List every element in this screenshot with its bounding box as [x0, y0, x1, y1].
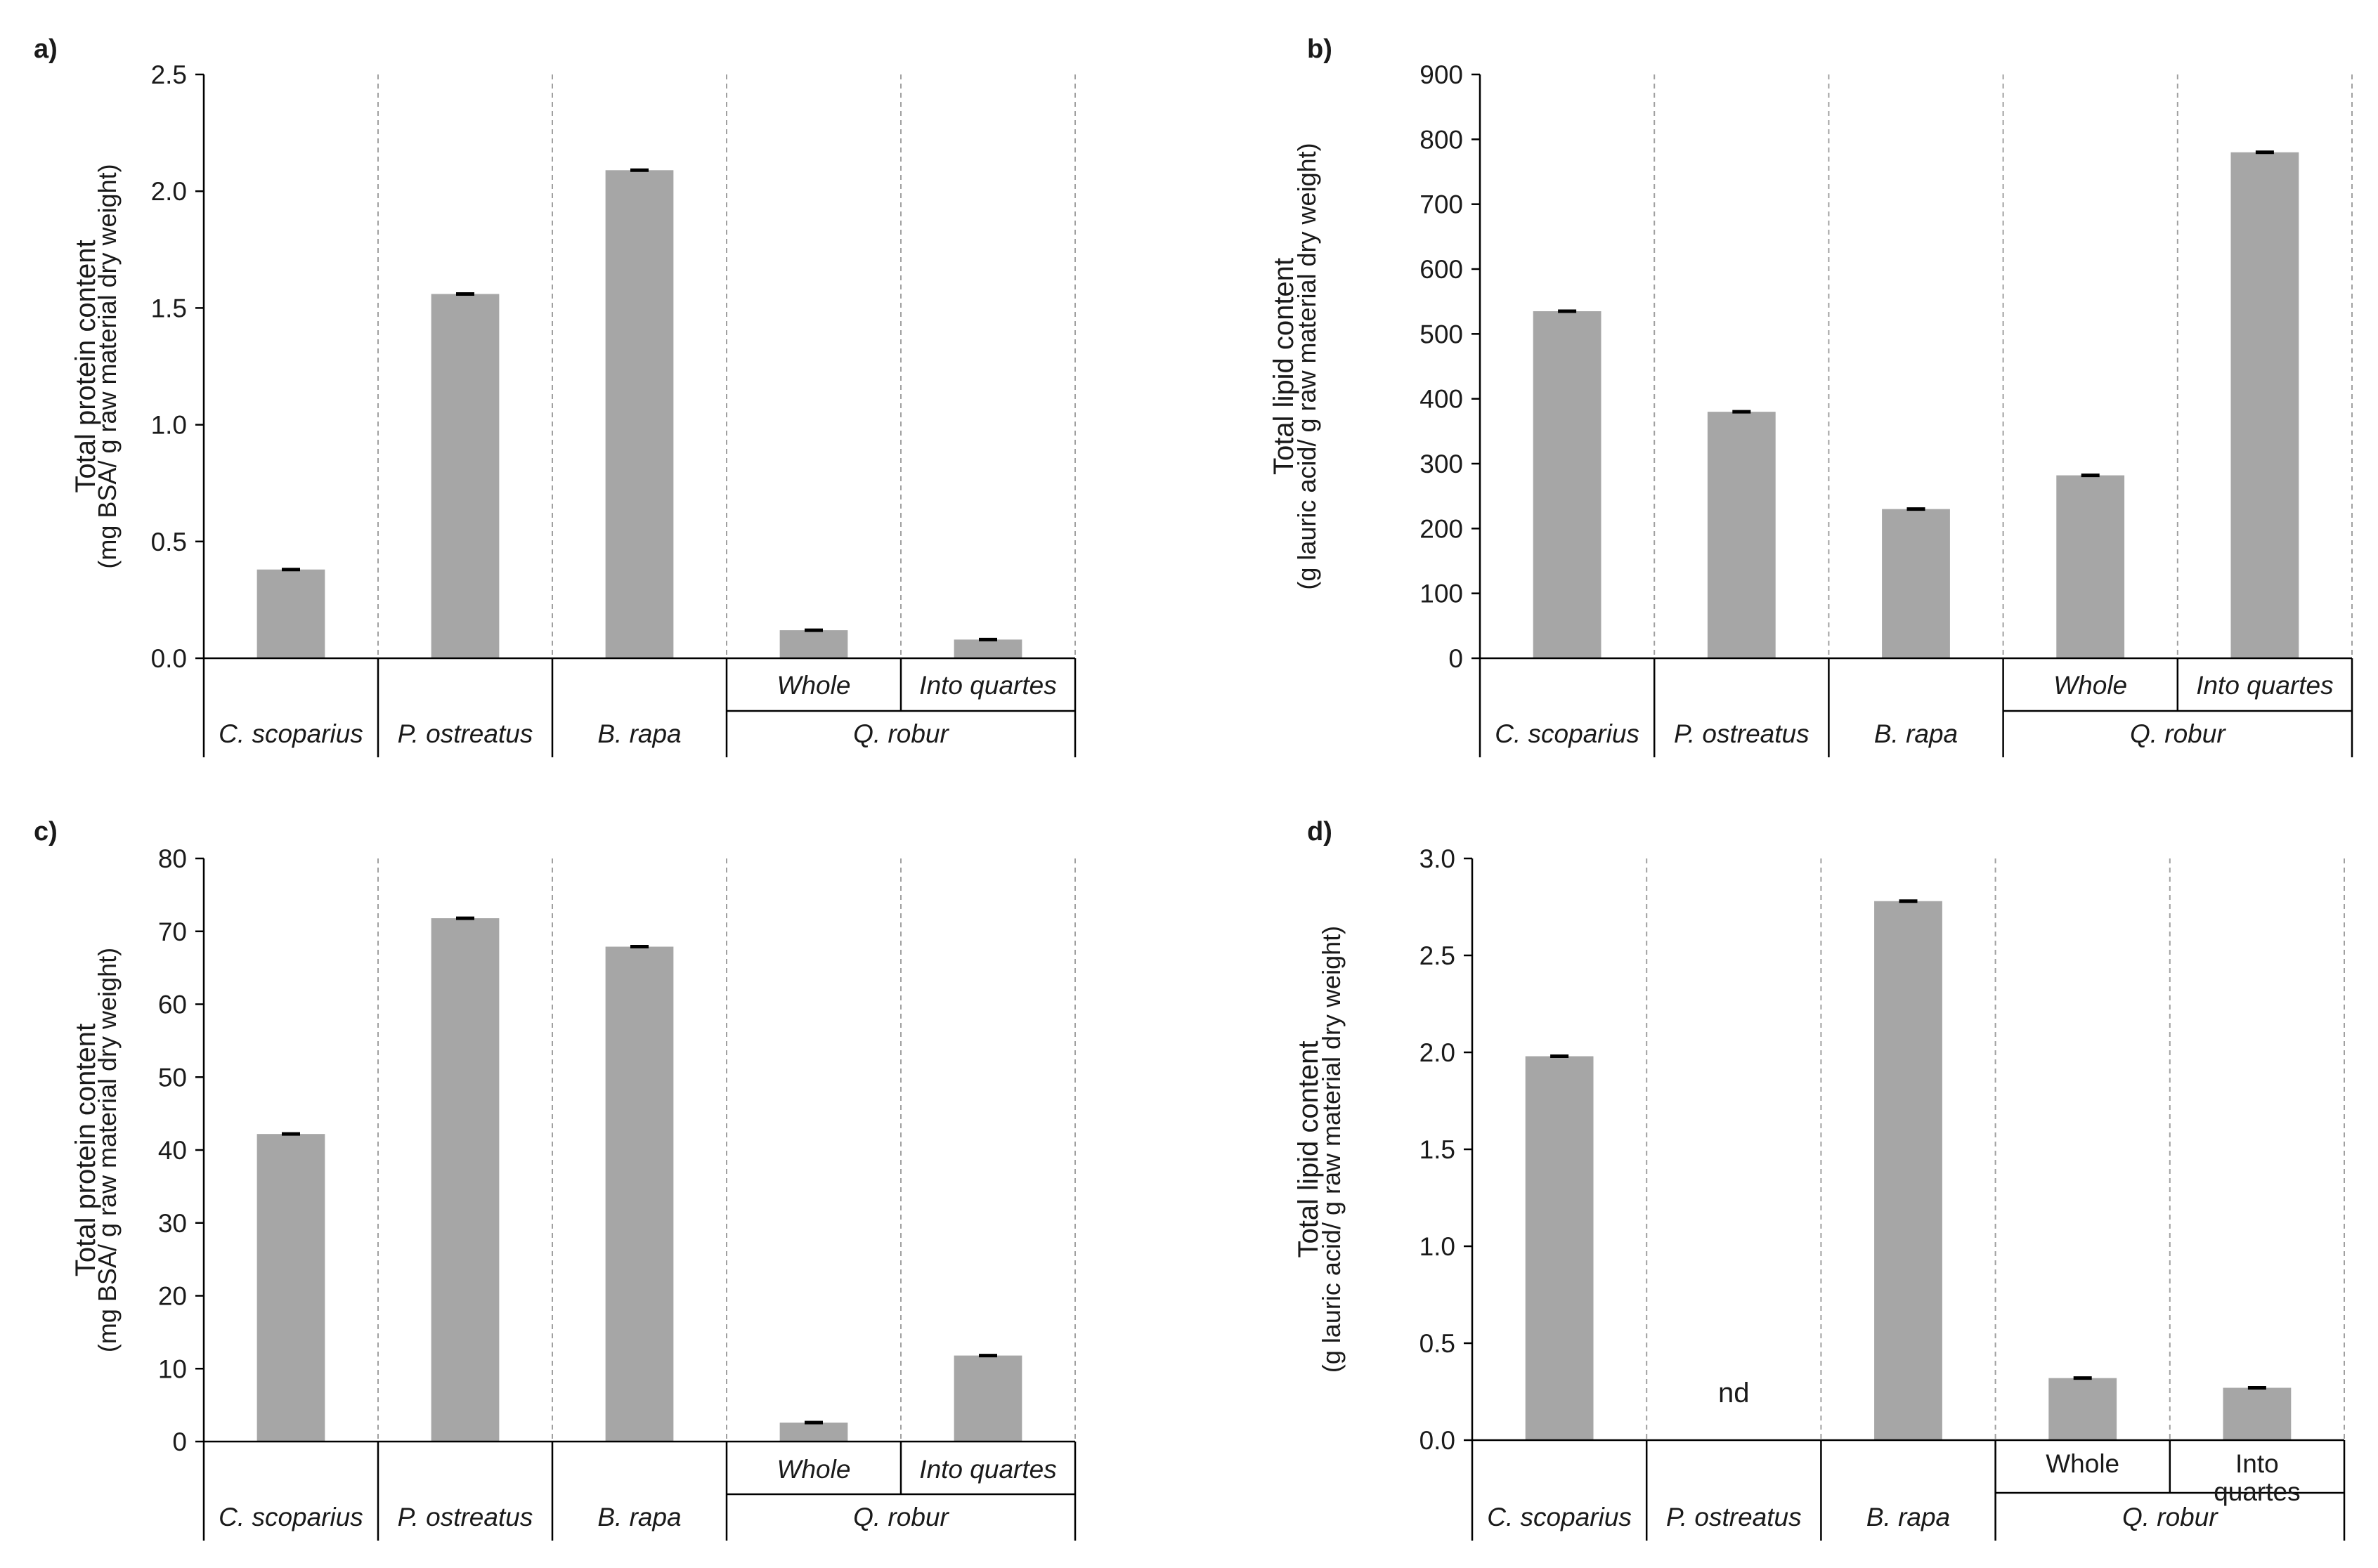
- category-label: P. ostreatus: [398, 719, 533, 748]
- y-tick-label: 1.0: [151, 411, 187, 440]
- subcategory-label: Whole: [777, 1455, 851, 1484]
- y-tick-label: 300: [1419, 450, 1463, 478]
- panel-b: b) 0 100 200 300 400 500 600 700 800 900 Total lipi…: [1268, 34, 2353, 757]
- y-tick-label: 0.0: [1419, 1426, 1455, 1455]
- category-label: P. ostreatus: [1666, 1503, 1802, 1531]
- category-label: C. scoparius: [219, 1503, 363, 1531]
- category-label: B. rapa: [1874, 719, 1958, 748]
- y-tick-label: 1.5: [151, 294, 187, 322]
- bar: [605, 170, 674, 658]
- panel-d: d) 0.0 0.5 1.0 1.5 2.0 2.5 3.0 Total lipid conte…: [1293, 817, 2346, 1541]
- y-tick-label: 2.5: [1419, 941, 1455, 970]
- subcategory-label: quartes: [2214, 1477, 2300, 1506]
- y-tick-label: 400: [1419, 385, 1463, 414]
- bar: [256, 569, 325, 658]
- subcategory-label: Whole: [2046, 1449, 2119, 1478]
- bar: [779, 630, 848, 658]
- y-tick-label: 50: [158, 1063, 187, 1092]
- y-axis-subtitle: (mg BSA/ g raw material dry weight): [93, 948, 122, 1352]
- y-tick-label: 2.5: [151, 60, 187, 89]
- y-tick-label: 900: [1419, 60, 1463, 89]
- panel-label: d): [1307, 817, 1332, 847]
- y-tick-label: 600: [1419, 255, 1463, 284]
- y-tick-label: 20: [158, 1282, 187, 1311]
- y-tick-label: 1.0: [1419, 1232, 1455, 1261]
- bar: [1533, 311, 1601, 658]
- category-label: P. ostreatus: [398, 1503, 533, 1531]
- y-tick-label: 10: [158, 1354, 187, 1383]
- bar: [605, 946, 674, 1442]
- bar: [256, 1134, 325, 1442]
- bar: [1874, 901, 1942, 1440]
- y-tick-label: 40: [158, 1136, 187, 1165]
- bar: [1707, 412, 1776, 658]
- category-label: C. scoparius: [1487, 1503, 1632, 1531]
- bar: [954, 639, 1022, 658]
- category-label: Q. robur: [2122, 1503, 2218, 1531]
- subcategory-label: Whole: [777, 671, 851, 700]
- bar: [2056, 475, 2125, 658]
- bar: [1525, 1056, 1594, 1440]
- y-axis-subtitle: (g lauric acid/ g raw material dry weigh…: [1317, 926, 1346, 1373]
- bar: [431, 294, 500, 658]
- y-axis-title: Total protein content: [70, 240, 101, 492]
- y-tick-label: 0: [1448, 644, 1463, 673]
- y-tick-label: 800: [1419, 125, 1463, 154]
- bar: [2230, 152, 2299, 659]
- annotation-label: nd: [1718, 1378, 1750, 1409]
- y-tick-label: 80: [158, 844, 187, 873]
- y-tick-label: 1.5: [1419, 1135, 1455, 1164]
- category-label: Q. robur: [853, 1503, 949, 1531]
- panel-label: c): [34, 817, 58, 847]
- subcategory-label: Whole: [2053, 671, 2127, 700]
- y-tick-label: 60: [158, 991, 187, 1019]
- category-label: B. rapa: [597, 719, 681, 748]
- subcategory-label: Into: [2235, 1449, 2279, 1478]
- y-tick-label: 0: [172, 1427, 187, 1456]
- y-tick-label: 200: [1419, 514, 1463, 543]
- y-axis-subtitle: (g lauric acid/ g raw material dry weigh…: [1292, 143, 1321, 589]
- bar: [431, 918, 500, 1442]
- y-axis-subtitle: (mg BSA/ g raw material dry weight): [93, 164, 122, 568]
- y-tick-label: 2.0: [151, 177, 187, 206]
- bar: [2048, 1378, 2117, 1440]
- category-label: C. scoparius: [219, 719, 363, 748]
- y-tick-label: 0.0: [151, 644, 187, 673]
- y-tick-label: 3.0: [1419, 844, 1455, 873]
- subcategory-label: Into quartes: [2196, 671, 2333, 700]
- category-label: Q. robur: [853, 719, 949, 748]
- subcategory-label: Into quartes: [919, 1455, 1056, 1484]
- y-tick-label: 100: [1419, 580, 1463, 608]
- y-tick-label: 500: [1419, 320, 1463, 348]
- panel-label: a): [34, 34, 58, 64]
- category-label: C. scoparius: [1495, 719, 1639, 748]
- panel-c: c) 0 10 20 30 40 50 60 70 80 Total protein content…: [34, 817, 1077, 1541]
- bar: [954, 1355, 1022, 1442]
- y-tick-label: 70: [158, 917, 187, 946]
- category-label: B. rapa: [597, 1503, 681, 1531]
- y-tick-label: 30: [158, 1209, 187, 1238]
- bar: [1882, 509, 1950, 658]
- y-tick-label: 0.5: [1419, 1329, 1455, 1358]
- panel-label: b): [1307, 34, 1332, 64]
- panel-a: a) 0.0 0.5 1.0 1.5 2.0 2.5 Total protein conten…: [34, 34, 1077, 757]
- bar: [2223, 1387, 2292, 1440]
- category-label: P. ostreatus: [1674, 719, 1810, 748]
- y-axis-title: Total protein content: [70, 1024, 101, 1276]
- category-label: Q. robur: [2130, 719, 2226, 748]
- bar: [779, 1423, 848, 1442]
- y-tick-label: 2.0: [1419, 1038, 1455, 1067]
- y-tick-label: 700: [1419, 190, 1463, 219]
- y-axis-title: Total lipid content: [1293, 1040, 1324, 1257]
- subcategory-label: Into quartes: [919, 671, 1056, 700]
- category-label: B. rapa: [1866, 1503, 1950, 1531]
- y-tick-label: 0.5: [151, 528, 187, 556]
- y-axis-title: Total lipid content: [1268, 258, 1299, 475]
